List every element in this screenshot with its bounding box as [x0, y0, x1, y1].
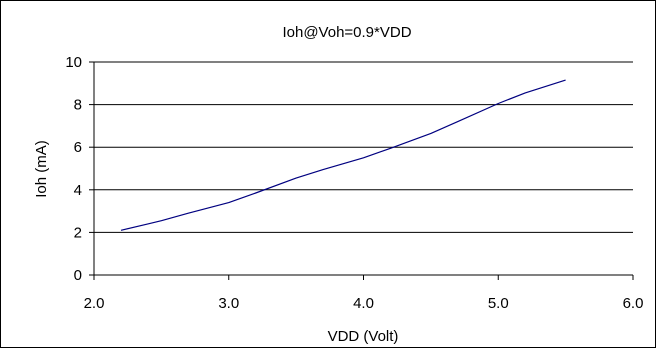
x-tick-label: 2.0: [84, 295, 105, 312]
label-layer: 0 2 4 6 8 10 2.0 3.0 4.0 5.0 6.0: [65, 54, 643, 312]
x-axis-title: VDD (Volt): [328, 328, 399, 345]
y-tick-label: 0: [74, 267, 82, 284]
y-tick-label: 2: [74, 224, 82, 241]
x-tick-label: 5.0: [488, 295, 509, 312]
y-tick-label: 6: [74, 139, 82, 156]
x-tick-label: 3.0: [218, 295, 239, 312]
series-layer: [120, 79, 566, 231]
chart-title: Ioh@Voh=0.9*VDD: [282, 24, 411, 41]
y-tick-label: 8: [74, 97, 82, 114]
grid-layer: [94, 61, 633, 233]
x-tick-label: 4.0: [353, 295, 374, 312]
y-axis-title: Ioh (mA): [33, 140, 50, 198]
y-tick-label: 10: [65, 54, 82, 71]
x-tick-label: 6.0: [623, 295, 644, 312]
axis-layer: [89, 61, 634, 280]
series-line-0: [120, 79, 566, 231]
y-tick-label: 4: [74, 182, 82, 199]
